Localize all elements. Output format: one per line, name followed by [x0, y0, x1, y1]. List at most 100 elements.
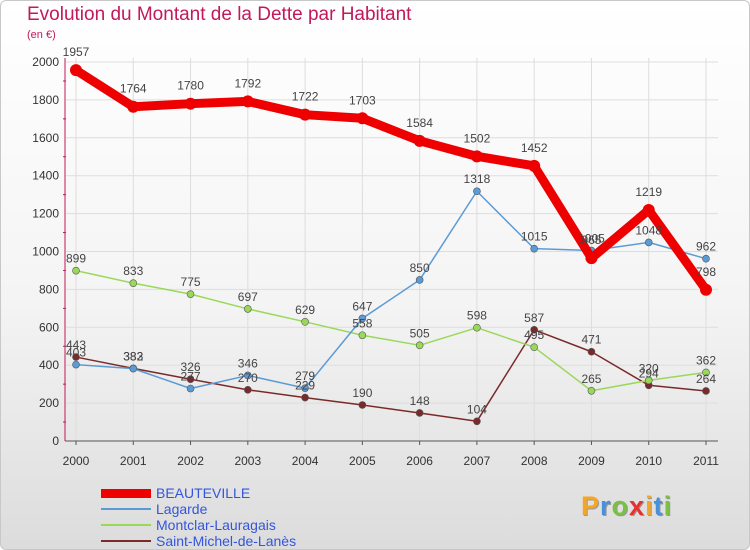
data-point: [127, 100, 140, 113]
legend: BEAUTEVILLE Lagarde Montclar-Lauragais Sain…: [101, 485, 361, 549]
data-label: 383: [123, 349, 143, 363]
data-point: [530, 325, 538, 334]
y-tick-label: 1400: [32, 169, 59, 183]
data-label: 1048: [635, 223, 662, 237]
data-point: [702, 254, 710, 263]
data-label: 264: [696, 372, 716, 386]
data-point: [587, 386, 596, 395]
y-tick-label: 600: [39, 320, 59, 334]
data-label: 899: [66, 252, 86, 266]
data-label: 346: [238, 356, 258, 370]
data-label: 558: [352, 316, 372, 330]
legend-item: Lagarde: [101, 501, 361, 517]
data-label: 598: [467, 309, 487, 323]
data-label: 1764: [120, 82, 147, 96]
data-point: [473, 323, 481, 332]
data-label: 1015: [521, 230, 548, 244]
logo-letter: t: [653, 491, 664, 521]
x-tick-label: 2010: [635, 454, 662, 468]
data-label: 833: [123, 264, 143, 278]
x-tick-label: 2006: [406, 454, 433, 468]
data-label: 279: [295, 369, 315, 383]
data-label: 294: [639, 366, 659, 380]
data-label: 443: [66, 338, 86, 352]
legend-item: Saint-Michel-de-Lanès: [101, 533, 361, 549]
data-point: [70, 64, 82, 77]
x-tick-label: 2001: [120, 454, 147, 468]
series-line: [75, 329, 707, 423]
data-point: [644, 376, 653, 385]
data-label: 229: [295, 379, 315, 393]
data-point: [301, 393, 309, 402]
data-point: [301, 318, 309, 326]
data-label: 326: [181, 360, 201, 374]
data-point: [358, 331, 367, 340]
data-point: [244, 305, 252, 313]
series-line: [75, 269, 707, 392]
data-point: [702, 387, 710, 395]
logo-letter: i: [663, 491, 673, 521]
data-point: [241, 95, 254, 108]
data-label: 965: [581, 233, 601, 247]
logo-letter: i: [645, 491, 654, 521]
data-label: 1452: [521, 141, 548, 155]
y-tick-label: 400: [39, 358, 59, 372]
data-point: [642, 203, 655, 216]
y-tick-label: 1000: [32, 245, 59, 259]
data-label: 1219: [635, 185, 662, 199]
data-label: 1005: [578, 232, 605, 246]
data-labels: 443 383 326 270 229 190 148 104 587 471 294 264 899 8…: [63, 45, 717, 416]
x-tick-label: 2008: [521, 454, 548, 468]
data-point: [244, 386, 252, 394]
legend-item: BEAUTEVILLE: [101, 485, 361, 501]
data-point: [244, 371, 252, 380]
data-label: 277: [181, 370, 201, 384]
y-tick-label: 1600: [32, 131, 59, 145]
proxiti-logo: Proxiti: [581, 491, 672, 522]
data-point: [473, 187, 481, 196]
data-point: [473, 417, 481, 426]
y-tick-label: 0: [52, 434, 59, 448]
data-point: [186, 375, 195, 384]
chart-title: Evolution du Montant de la Dette par Hab…: [27, 4, 412, 25]
legend-label: Lagarde: [156, 501, 208, 517]
data-point: [585, 252, 598, 265]
axes: 0 200 400 600 800 1000 1200 1400 1600 1800 2000 200…: [32, 55, 719, 468]
logo-letter: r: [600, 491, 612, 521]
x-tick-label: 2007: [464, 454, 491, 468]
data-point: [587, 347, 596, 356]
data-point: [415, 276, 424, 284]
data-label: 382: [123, 350, 143, 364]
x-tick-label: 2004: [292, 454, 319, 468]
series-line: [71, 65, 711, 295]
data-label: 403: [66, 346, 86, 360]
data-point: [700, 283, 712, 296]
data-label: 148: [410, 394, 430, 408]
data-label: 962: [696, 240, 716, 254]
data-label: 505: [410, 326, 430, 340]
data-point: [358, 314, 367, 323]
data-label: 265: [581, 372, 601, 386]
data-point: [528, 159, 541, 172]
legend-label: Saint-Michel-de-Lanès: [156, 533, 297, 549]
data-point: [72, 360, 80, 369]
legend-label: BEAUTEVILLE: [156, 485, 251, 501]
data-label: 1957: [63, 45, 90, 59]
data-label: 190: [352, 386, 372, 400]
logo-letter: x: [629, 491, 646, 521]
y-tick-label: 200: [39, 396, 59, 410]
series: [70, 64, 712, 426]
data-label: 629: [295, 303, 315, 317]
y-tick-label: 2000: [32, 55, 59, 69]
x-tick-label: 2009: [578, 454, 605, 468]
data-point: [184, 97, 197, 110]
data-label: 270: [238, 371, 258, 385]
chart-subtitle: (en €): [27, 29, 56, 41]
data-label: 471: [581, 333, 601, 347]
data-label: 362: [696, 353, 716, 367]
data-point: [299, 108, 312, 121]
data-label: 495: [524, 328, 544, 342]
data-point: [186, 290, 195, 298]
legend-swatch: [101, 508, 151, 510]
